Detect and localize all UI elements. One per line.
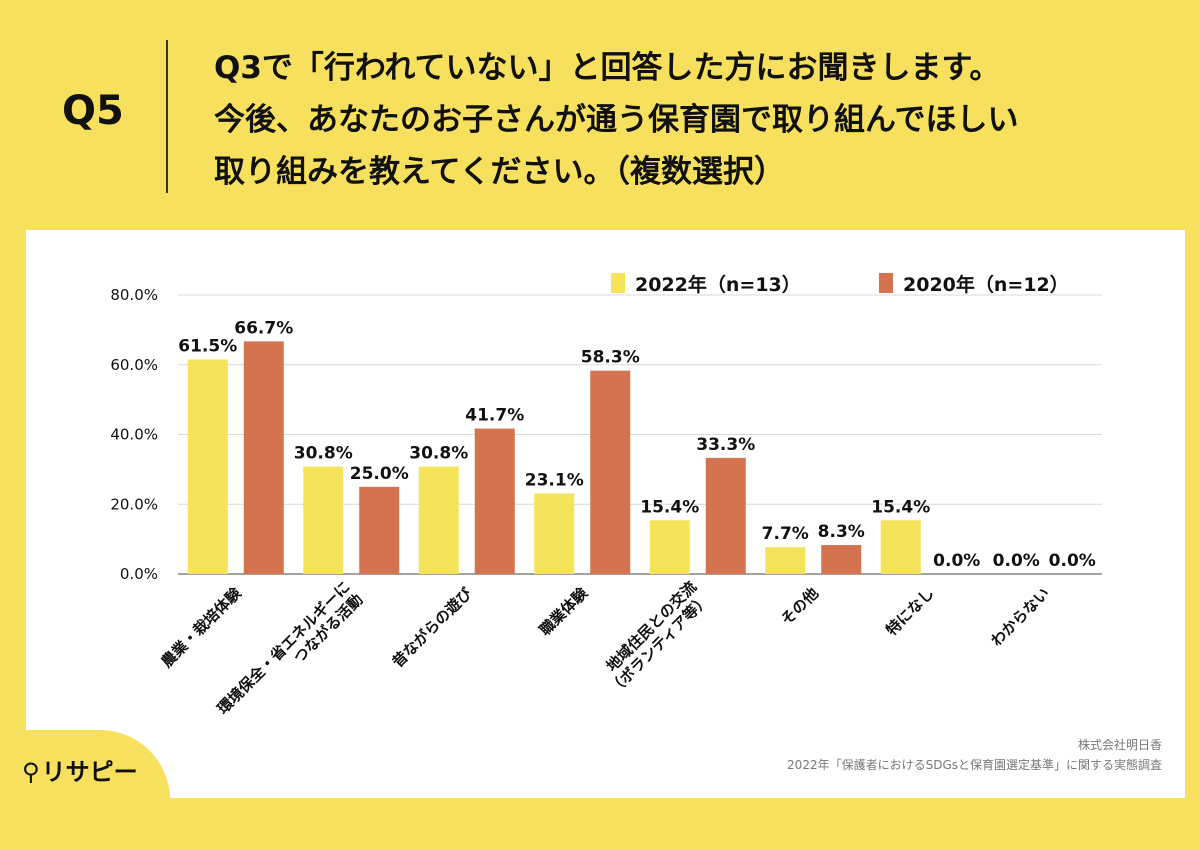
bar bbox=[303, 466, 344, 574]
pin-icon: ⚲ bbox=[22, 758, 40, 786]
x-tick-label-line: 昔ながらの遊び bbox=[389, 584, 476, 671]
question-number: Q5 bbox=[62, 88, 124, 134]
question-text: Q3で「行われていない」と回答した方にお聞きします。 今後、あなたのお子さんが通… bbox=[214, 42, 1174, 198]
x-tick-label: 特になし bbox=[882, 584, 937, 639]
bar-chart: 0.0%20.0%40.0%60.0%80.0%61.5%66.7%30.8%2… bbox=[110, 273, 1102, 718]
x-tick-label-line: その他 bbox=[778, 584, 823, 629]
data-label: 15.4% bbox=[640, 497, 699, 517]
data-label: 15.4% bbox=[871, 497, 930, 517]
logo-label: リサピー bbox=[41, 758, 138, 786]
x-tick-label-line: わからない bbox=[987, 584, 1053, 650]
data-label: 33.3% bbox=[696, 435, 755, 455]
brand-logo: ⚲リサピー bbox=[22, 752, 138, 787]
bar bbox=[649, 520, 690, 574]
x-tick-label: 職業体験 bbox=[536, 583, 592, 639]
bar bbox=[418, 466, 459, 574]
bar bbox=[765, 547, 806, 574]
bar bbox=[359, 486, 400, 574]
question-line: Q3で「行われていない」と回答した方にお聞きします。 bbox=[214, 50, 1001, 86]
data-label: 0.0% bbox=[993, 551, 1040, 571]
data-label: 0.0% bbox=[933, 551, 980, 571]
data-label: 61.5% bbox=[178, 337, 237, 357]
y-tick-label: 40.0% bbox=[110, 426, 158, 444]
question-line: 取り組みを教えてください。（複数選択） bbox=[214, 154, 786, 190]
x-tick-label: 農業・栽培体験 bbox=[158, 583, 246, 671]
data-label: 0.0% bbox=[1049, 551, 1096, 571]
y-tick-label: 20.0% bbox=[110, 495, 158, 513]
logo-background bbox=[0, 730, 170, 850]
x-tick-label-line: 職業体験 bbox=[536, 583, 592, 639]
data-label: 8.3% bbox=[818, 522, 865, 542]
data-label: 30.8% bbox=[294, 444, 353, 464]
bar bbox=[821, 545, 862, 574]
data-label: 25.0% bbox=[350, 464, 409, 484]
legend-label: 2022年（n=13） bbox=[635, 273, 801, 296]
x-tick-label: 地域住民との交流（ボランティア等） bbox=[593, 578, 713, 698]
legend-swatch bbox=[611, 273, 625, 293]
bar bbox=[590, 370, 631, 574]
data-label: 23.1% bbox=[525, 470, 584, 490]
bar bbox=[474, 428, 515, 574]
y-tick-label: 80.0% bbox=[110, 286, 158, 304]
x-tick-label-line: 農業・栽培体験 bbox=[158, 583, 246, 671]
y-tick-label: 0.0% bbox=[120, 565, 158, 583]
bar bbox=[880, 520, 921, 574]
x-tick-label: その他 bbox=[778, 584, 823, 629]
company-credit: 株式会社明日香 bbox=[1077, 738, 1162, 752]
y-tick-label: 60.0% bbox=[110, 356, 158, 374]
data-label: 30.8% bbox=[409, 444, 468, 464]
legend-label: 2020年（n=12） bbox=[903, 273, 1069, 296]
x-tick-label-line: 特になし bbox=[882, 584, 937, 639]
bar bbox=[705, 457, 746, 574]
x-tick-label: わからない bbox=[987, 584, 1053, 650]
data-label: 41.7% bbox=[465, 406, 524, 426]
source-credit: 2022年「保護者におけるSDGsと保育園選定基準」に関する実態調査 bbox=[787, 758, 1162, 772]
chart-panel: 0.0% 20.0% 40.0% 60.0% 80.0% 61.5% 66.7% 30.8% 2… bbox=[26, 230, 1185, 798]
bar bbox=[187, 359, 228, 574]
legend-swatch bbox=[879, 273, 893, 293]
data-label: 66.7% bbox=[234, 318, 293, 338]
x-tick-label: 昔ながらの遊び bbox=[389, 584, 476, 671]
bar bbox=[243, 341, 284, 574]
data-label: 58.3% bbox=[581, 348, 640, 368]
bar bbox=[534, 493, 575, 574]
data-label: 7.7% bbox=[762, 524, 809, 544]
question-line: 今後、あなたのお子さんが通う保育園で取り組んでほしい bbox=[214, 102, 1019, 138]
header-divider bbox=[166, 40, 168, 193]
